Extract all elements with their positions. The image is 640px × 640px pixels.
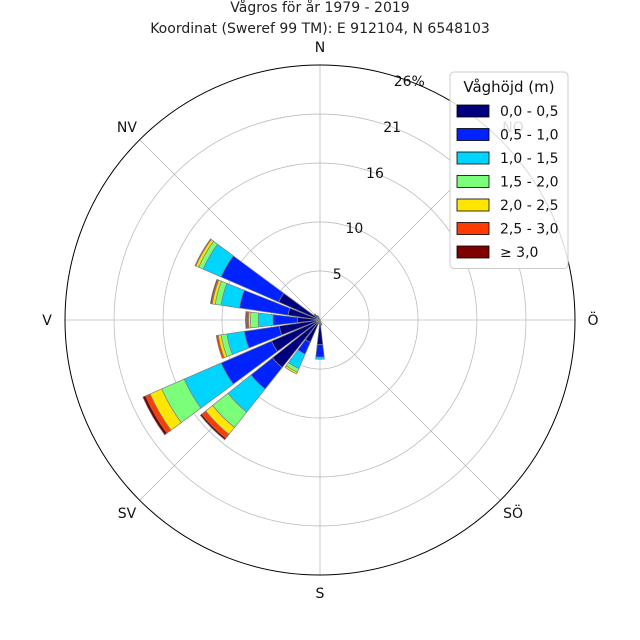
bar-240-bin-6 [142,395,168,436]
direction-label-3: SÖ [503,504,523,522]
direction-label-7: NV [117,120,137,136]
grid-spoke-7 [139,139,321,321]
legend-box [449,71,569,269]
bar-180-bin-1 [315,343,325,358]
radial-tick-label-3: 21 [383,120,401,136]
bar-300-bin-5 [194,238,212,267]
legend-label-6: ≥ 3,0 [500,245,538,261]
legend-swatch-3 [456,175,490,188]
radial-tick-label-4: 26% [394,74,425,90]
bar-330-bin-1 [316,315,319,318]
rose-bars [142,238,325,441]
polar-grid [65,65,575,575]
radial-tick-label-1: 10 [345,221,363,237]
bar-270-bin-3 [250,311,259,329]
legend-swatch-0 [456,104,490,118]
bar-210-bin-4 [284,365,298,375]
direction-label-5: SV [118,506,137,522]
bar-285-bin-6 [209,278,219,305]
chart-subtitle: Koordinat (Sweref 99 TM): E 912104, N 65… [150,21,490,37]
legend-label-3: 1,5 - 2,0 [500,175,558,191]
bar-225-bin-6 [199,413,227,441]
legend-label-4: 2,0 - 2,5 [500,198,558,214]
direction-label-4: S [316,586,325,602]
legend-label-0: 0,0 - 0,5 [500,104,558,120]
radial-tick-label-0: 5 [333,267,342,283]
legend-swatch-1 [456,128,490,141]
radial-tick-label-2: 16 [366,166,384,182]
legend-swatch-6 [456,245,490,259]
outer-circle [64,64,576,576]
radial-tick-labels: 5 10 16 21 26% [333,74,425,283]
legend-swatch-5 [456,222,490,235]
bar-180-bin-2 [315,356,325,360]
direction-label-6: V [42,313,52,329]
grid-spoke-3 [319,319,501,501]
legend-title: Våghöjd (m) [463,78,554,96]
legend-swatch-4 [456,198,490,212]
legend: Våghöjd (m) 0,0 - 0,5 0,5 - 1,0 1,0 - 1,5 1,… [449,71,569,269]
bar-270-bin-2 [257,312,274,328]
legend-label-1: 0,5 - 1,0 [500,128,558,144]
bar-315-bin-1 [313,313,317,317]
bar-270-bin-6 [245,311,248,329]
legend-label-5: 2,5 - 3,0 [500,222,558,238]
chart-title: Vågros för år 1979 - 2019 [230,0,409,16]
direction-label-2: Ö [587,311,598,329]
legend-swatch-2 [456,151,490,165]
direction-label-0: N [315,40,325,56]
bar-345-bin-0 [318,317,321,321]
legend-label-2: 1,0 - 1,5 [500,151,558,167]
polar-frame [64,64,576,576]
bar-255-bin-5 [215,334,225,359]
